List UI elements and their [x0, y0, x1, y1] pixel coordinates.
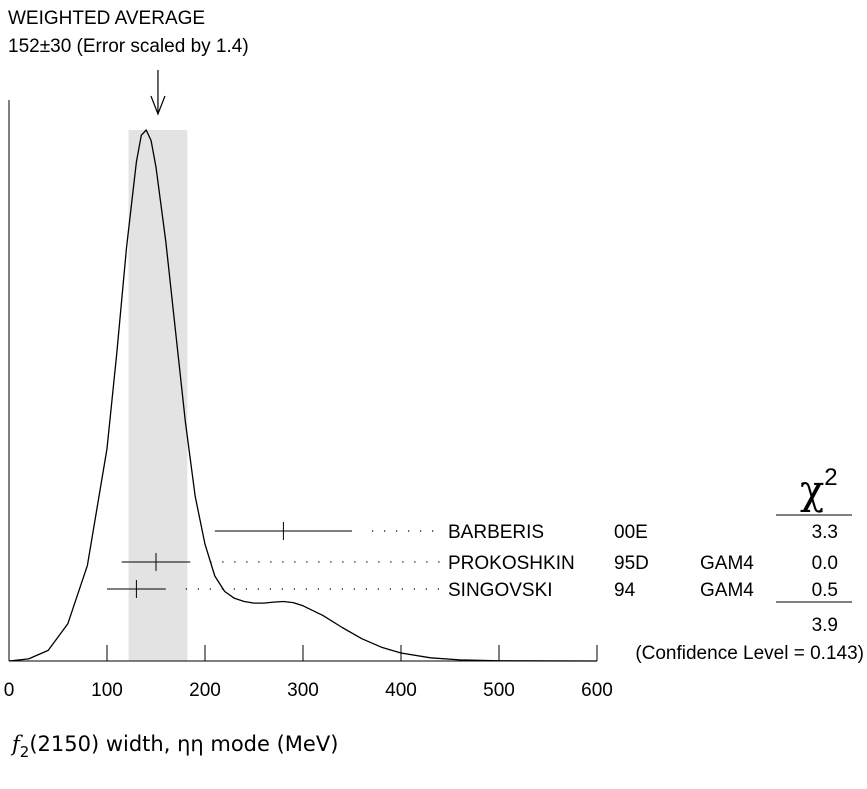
weighted-average-title: WEIGHTED AVERAGE: [8, 8, 206, 29]
measurement-chi2-barberis: 3.3: [812, 522, 838, 543]
confidence-level: (Confidence Level = 0.143): [635, 643, 864, 664]
chi-squared-header: χ2: [800, 466, 838, 514]
measurement-ref-barberis: 00E: [614, 522, 648, 543]
measurement-ref-prokoshkin: 95D: [614, 553, 649, 574]
measurement-name-barberis: BARBERIS: [448, 522, 544, 543]
measurement-tech-prokoshkin: GAM4: [700, 553, 754, 574]
x-tick-label-100: 100: [91, 680, 123, 701]
x-tick-label-400: 400: [385, 680, 417, 701]
ideogram-curve: [8, 129, 598, 662]
average-band: [128, 130, 188, 661]
x-tick-label-600: 600: [581, 680, 613, 701]
x-tick-label-300: 300: [287, 680, 319, 701]
measurement-name-singovski: SINGOVSKI: [448, 580, 553, 601]
x-tick-label-0: 0: [4, 680, 15, 701]
chi2-total: 3.9: [812, 615, 838, 636]
chi-superscript: 2: [824, 464, 838, 491]
measurement-chi2-prokoshkin: 0.0: [812, 553, 838, 574]
average-arrow-head: [150, 95, 166, 116]
x-axis-label-subscript: 2: [19, 743, 30, 761]
chi-symbol: χ: [800, 467, 825, 514]
measurement-chi2-singovski: 0.5: [812, 580, 838, 601]
measurement-tech-singovski: GAM4: [700, 580, 754, 601]
x-axis-label-prefix: f: [12, 732, 20, 756]
x-axis-label-rest: (2150) width, ηη mode (MeV): [29, 732, 339, 756]
x-tick-label-200: 200: [189, 680, 221, 701]
x-axis-label: f2(2150) width, ηη mode (MeV): [12, 732, 339, 760]
measurement-name-prokoshkin: PROKOSHKIN: [448, 553, 575, 574]
weighted-average-value: 152±30 (Error scaled by 1.4): [8, 36, 249, 57]
measurement-ref-singovski: 94: [614, 580, 636, 601]
x-tick-label-500: 500: [483, 680, 515, 701]
